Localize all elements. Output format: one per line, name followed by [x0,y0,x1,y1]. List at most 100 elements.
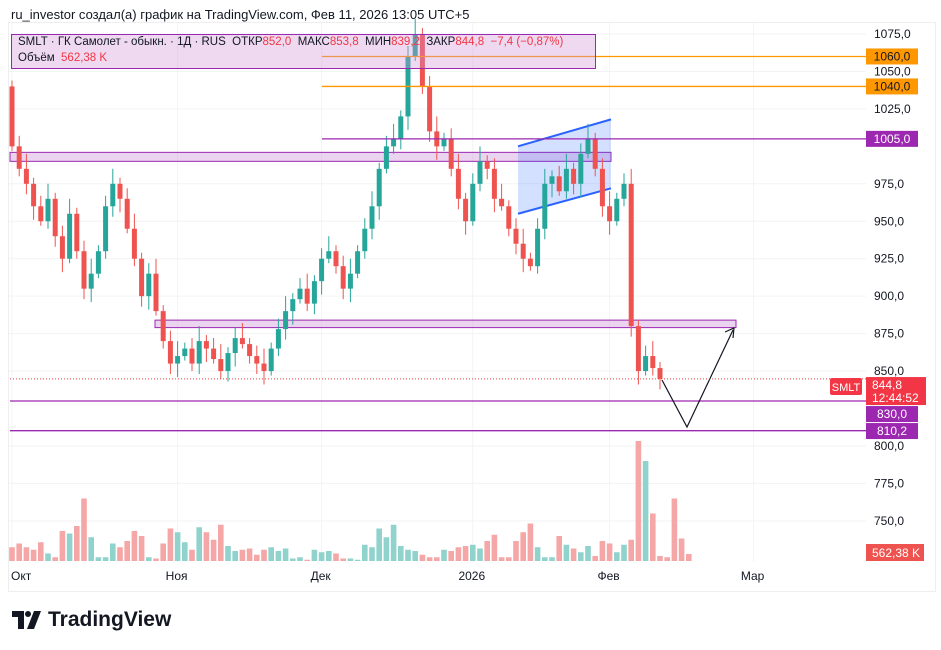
volume-bar [657,556,663,561]
candle-body [347,273,353,289]
volume-bar [210,539,217,561]
volume-bar [138,536,145,561]
volume-bar [448,551,454,561]
volume-bar [30,549,37,561]
level-label-bg [866,423,918,440]
volume-bar [38,542,44,561]
volume-label-bg [866,544,924,561]
volume-bar [311,549,318,561]
volume-bar [412,551,418,561]
channel-upper-line [517,118,612,148]
candle-body [88,273,94,289]
volume-label: 562,38 K [872,546,920,560]
candle-body [657,368,663,379]
volume-bar [570,548,577,561]
level-label: 1005,0 [874,132,911,146]
volume-bar [153,558,159,561]
candle-body [383,146,389,169]
volume-bar [520,532,526,561]
volume-bar [59,531,66,561]
level-label: 1040,0 [874,79,911,93]
y-tick-label: 900,0 [874,289,904,303]
candle-body [16,146,22,169]
legend-high-label: МАКС [297,36,330,48]
volume-bar [390,524,397,561]
symbol-tag: SMLT [832,382,861,394]
candle-body [650,356,656,369]
candle-body [643,356,649,372]
candle-body [427,86,433,132]
y-tick-label: 1050,0 [874,64,911,78]
chart-frame[interactable] [8,22,936,592]
support-zone-lower [154,319,737,329]
candle-body [506,206,512,229]
volume-bar [426,557,433,561]
volume-bar [614,552,620,561]
volume-bar [642,461,649,561]
candle-body [319,258,325,282]
candle-body [513,228,519,244]
candle-body [297,288,303,300]
candle-body [182,348,188,357]
level-label: 1060,0 [874,49,911,63]
candle-body [59,236,65,259]
candle-body [283,311,289,330]
candle-body [527,258,533,267]
candle-body [74,213,80,252]
volume-bar [455,547,462,561]
candle-body [398,116,404,139]
candle-body [218,359,224,372]
candle-body [167,341,173,364]
volume-bar [117,547,123,561]
volume-bar [182,542,188,561]
volume-bar [462,546,469,561]
candle-body [211,348,217,360]
volume-bar [268,547,274,561]
candle-body [621,183,627,199]
legend-volume: 562,38 K [61,52,108,64]
x-tick-label: Дек [311,569,332,583]
volume-bar [513,541,519,561]
volume-bar [664,557,670,561]
volume-bar [628,539,634,561]
volume-bar [218,524,224,561]
candle-body [196,341,202,364]
legend-close-label: ЗАКР [426,36,456,48]
y-tick-label: 1025,0 [874,102,911,116]
candle-body [175,356,181,364]
y-tick-label: 1075,0 [874,27,911,41]
last-price: 844,8 [872,378,902,392]
level-label: 810,2 [877,424,907,438]
volume-bar [167,528,174,561]
candle-body [268,348,274,372]
candle-body [232,338,238,354]
candle-body [326,251,332,259]
tradingview-logo[interactable]: TradingView [12,608,171,632]
legend-symbol[interactable]: SMLT · ГК Самолет - обыкн. · 1Д · RUS [18,36,226,48]
candle-body [261,363,267,372]
volume-bar [66,533,73,561]
volume-bar [225,546,231,561]
volume-bar [146,557,152,561]
volume-bar [297,557,303,561]
volume-bar [635,441,642,561]
candle-body [225,353,231,372]
legend-high: 853,8 [329,36,359,48]
volume-bar [592,556,598,561]
volume-bar [74,526,80,561]
candle-body [571,168,577,184]
volume-bar [434,557,440,561]
volume-bar [261,549,267,561]
volume-bar [606,543,613,561]
chart-credit: ru_investor создал(а) график на TradingV… [11,7,470,22]
volume-bar [124,541,130,561]
volume-bar [376,528,382,561]
candle-body [614,198,620,222]
candle-body [203,341,209,349]
volume-bar [563,544,570,561]
x-tick-label: Фев [598,569,620,583]
legend-close: 844,8 [455,36,485,48]
channel-lower-line [517,187,612,215]
candle-body [484,161,490,169]
